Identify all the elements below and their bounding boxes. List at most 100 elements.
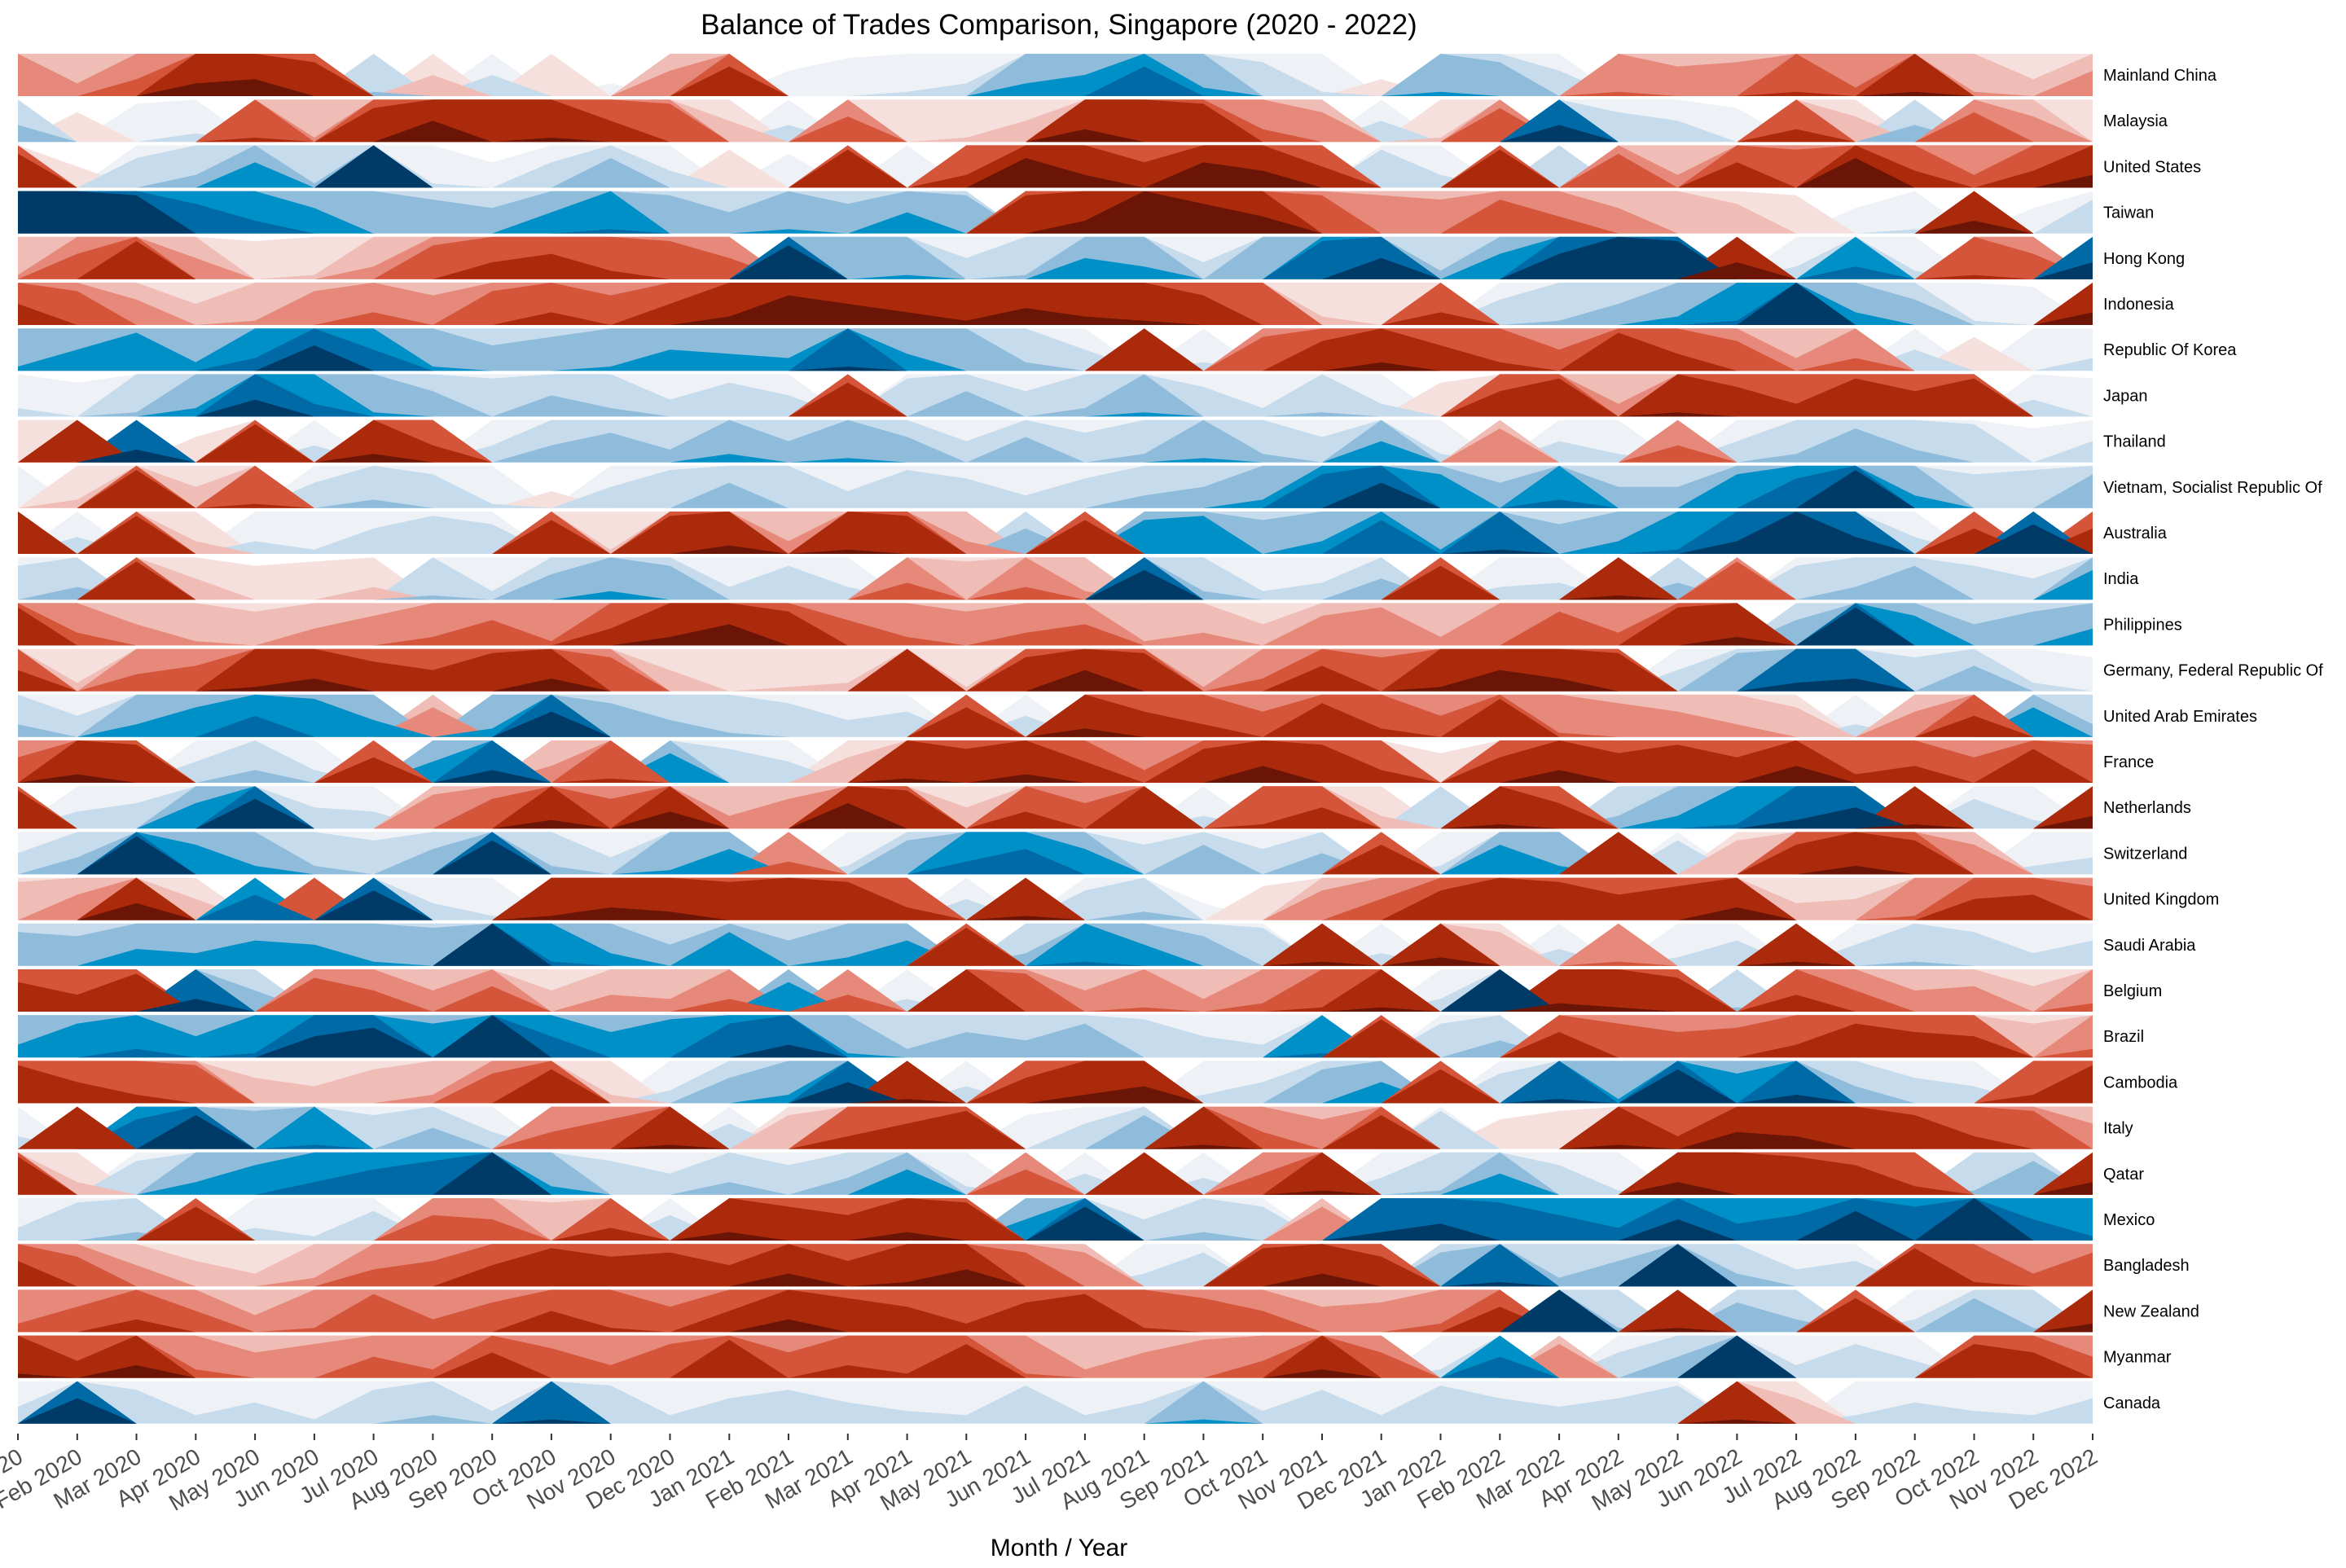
row-17: Switzerland: [18, 832, 2187, 875]
row-11: India: [18, 557, 2139, 600]
band-negative-4-row-23: [18, 1106, 2093, 1149]
country-label: Qatar: [2103, 1166, 2144, 1184]
band-negative-6-row-20: [18, 1003, 2093, 1012]
row-29: Canada: [18, 1381, 2161, 1424]
band-positive-4-row-17: [18, 832, 2093, 875]
band-positive-5-row-22: [18, 1061, 2093, 1104]
country-label: Cambodia: [2103, 1074, 2178, 1091]
row-20: Belgium: [18, 969, 2162, 1012]
row-7: Japan: [18, 374, 2148, 417]
row-9: Vietnam, Socialist Republic Of: [18, 465, 2322, 508]
band-positive-6-row-13: [18, 679, 2093, 692]
country-label: Saudi Arabia: [2103, 937, 2196, 955]
row-3: Taiwan: [18, 191, 2154, 234]
band-negative-5-row-27: [18, 1289, 2093, 1333]
band-positive-6-row-12: [18, 607, 2093, 646]
country-label: India: [2103, 570, 2139, 588]
country-label: Australia: [2103, 525, 2168, 542]
country-label: Mainland China: [2103, 67, 2217, 85]
band-positive-6-row-14: [18, 711, 2093, 737]
band-positive-4-row-9: [18, 465, 2093, 508]
row-23: Italy: [18, 1106, 2133, 1149]
band-negative-4-row-12: [18, 603, 2093, 646]
band-positive-3-row-8: [18, 419, 2093, 463]
band-positive-5-row-6: [18, 328, 2093, 371]
band-positive-3-row-0: [18, 54, 2093, 96]
row-1: Malaysia: [18, 99, 2168, 143]
band-negative-6-row-2: [18, 158, 2093, 188]
band-negative-6-row-17: [18, 866, 2093, 875]
country-label: United Arab Emirates: [2103, 708, 2257, 726]
band-positive-4-row-3: [18, 191, 2093, 234]
row-22: Cambodia: [18, 1061, 2178, 1104]
band-negative-5-row-20: [18, 969, 2093, 1012]
band-positive-5-row-3: [18, 191, 2093, 234]
band-negative-3-row-24: [18, 1152, 2093, 1195]
band-negative-5-row-1: [18, 99, 2093, 143]
row-10: Australia: [18, 512, 2168, 554]
chart-title: Balance of Trades Comparison, Singapore …: [701, 9, 1417, 41]
band-positive-6-row-22: [18, 1069, 2093, 1104]
band-positive-6-row-20: [18, 969, 2093, 1012]
band-negative-5-row-3: [18, 191, 2093, 234]
country-label: United Kingdom: [2103, 891, 2219, 909]
country-label: Belgium: [2103, 982, 2162, 1000]
x-axis-title: Month / Year: [991, 1535, 1127, 1561]
band-positive-5-row-25: [18, 1198, 2093, 1241]
band-positive-5-row-18: [18, 877, 2093, 920]
band-negative-6-row-16: [18, 803, 2093, 829]
row-13: Germany, Federal Republic Of: [18, 648, 2323, 692]
country-label: Canada: [2103, 1395, 2161, 1412]
band-positive-6-row-27: [18, 1289, 2093, 1333]
row-19: Saudi Arabia: [18, 923, 2196, 966]
band-negative-4-row-9: [18, 465, 2093, 508]
band-negative-4-row-6: [18, 328, 2093, 371]
band-positive-2-row-5: [18, 283, 2093, 325]
band-negative-5-row-12: [18, 603, 2093, 646]
country-label: Japan: [2103, 387, 2148, 405]
country-label: Malaysia: [2103, 112, 2168, 130]
band-positive-6-row-9: [18, 470, 2093, 508]
band-negative-5-row-24: [18, 1152, 2093, 1195]
band-negative-5-row-10: [18, 512, 2093, 554]
band-negative-5-row-13: [18, 648, 2093, 692]
row-24: Qatar: [18, 1152, 2144, 1195]
band-negative-5-row-22: [18, 1061, 2093, 1104]
band-negative-5-row-7: [18, 374, 2093, 417]
band-negative-5-row-16: [18, 786, 2093, 829]
band-negative-5-row-8: [18, 419, 2093, 463]
country-label: Myanmar: [2103, 1349, 2172, 1367]
band-positive-3-row-26: [18, 1244, 2093, 1287]
band-positive-5-row-17: [18, 832, 2093, 875]
country-label: Netherlands: [2103, 799, 2191, 817]
row-16: Netherlands: [18, 786, 2191, 829]
band-negative-6-row-14: [18, 728, 2093, 737]
row-6: Republic Of Korea: [18, 328, 2237, 371]
row-5: Indonesia: [18, 283, 2175, 325]
band-negative-6-row-1: [18, 121, 2093, 143]
row-26: Bangladesh: [18, 1244, 2190, 1287]
band-positive-4-row-5: [18, 283, 2093, 325]
band-positive-5-row-21: [18, 1015, 2093, 1058]
row-21: Brazil: [18, 1015, 2144, 1058]
band-positive-5-row-29: [18, 1381, 2093, 1424]
band-negative-5-row-15: [18, 740, 2093, 783]
row-28: Myanmar: [18, 1335, 2172, 1378]
band-negative-5-row-5: [18, 283, 2093, 325]
band-positive-6-row-10: [18, 512, 2093, 554]
country-label: Taiwan: [2103, 204, 2154, 222]
band-negative-4-row-28: [18, 1335, 2093, 1378]
country-label: Germany, Federal Republic Of: [2103, 662, 2323, 680]
band-negative-5-row-25: [18, 1198, 2093, 1241]
country-label: Republic Of Korea: [2103, 341, 2237, 359]
band-positive-4-row-0: [18, 54, 2093, 96]
band-negative-5-row-4: [18, 236, 2093, 279]
band-positive-3-row-7: [18, 374, 2093, 417]
band-positive-6-row-23: [18, 1115, 2093, 1149]
band-negative-5-row-21: [18, 1019, 2093, 1058]
band-negative-6-row-22: [18, 1086, 2093, 1104]
band-positive-6-row-16: [18, 798, 2093, 829]
band-positive-1-row-23: [18, 1106, 2093, 1149]
